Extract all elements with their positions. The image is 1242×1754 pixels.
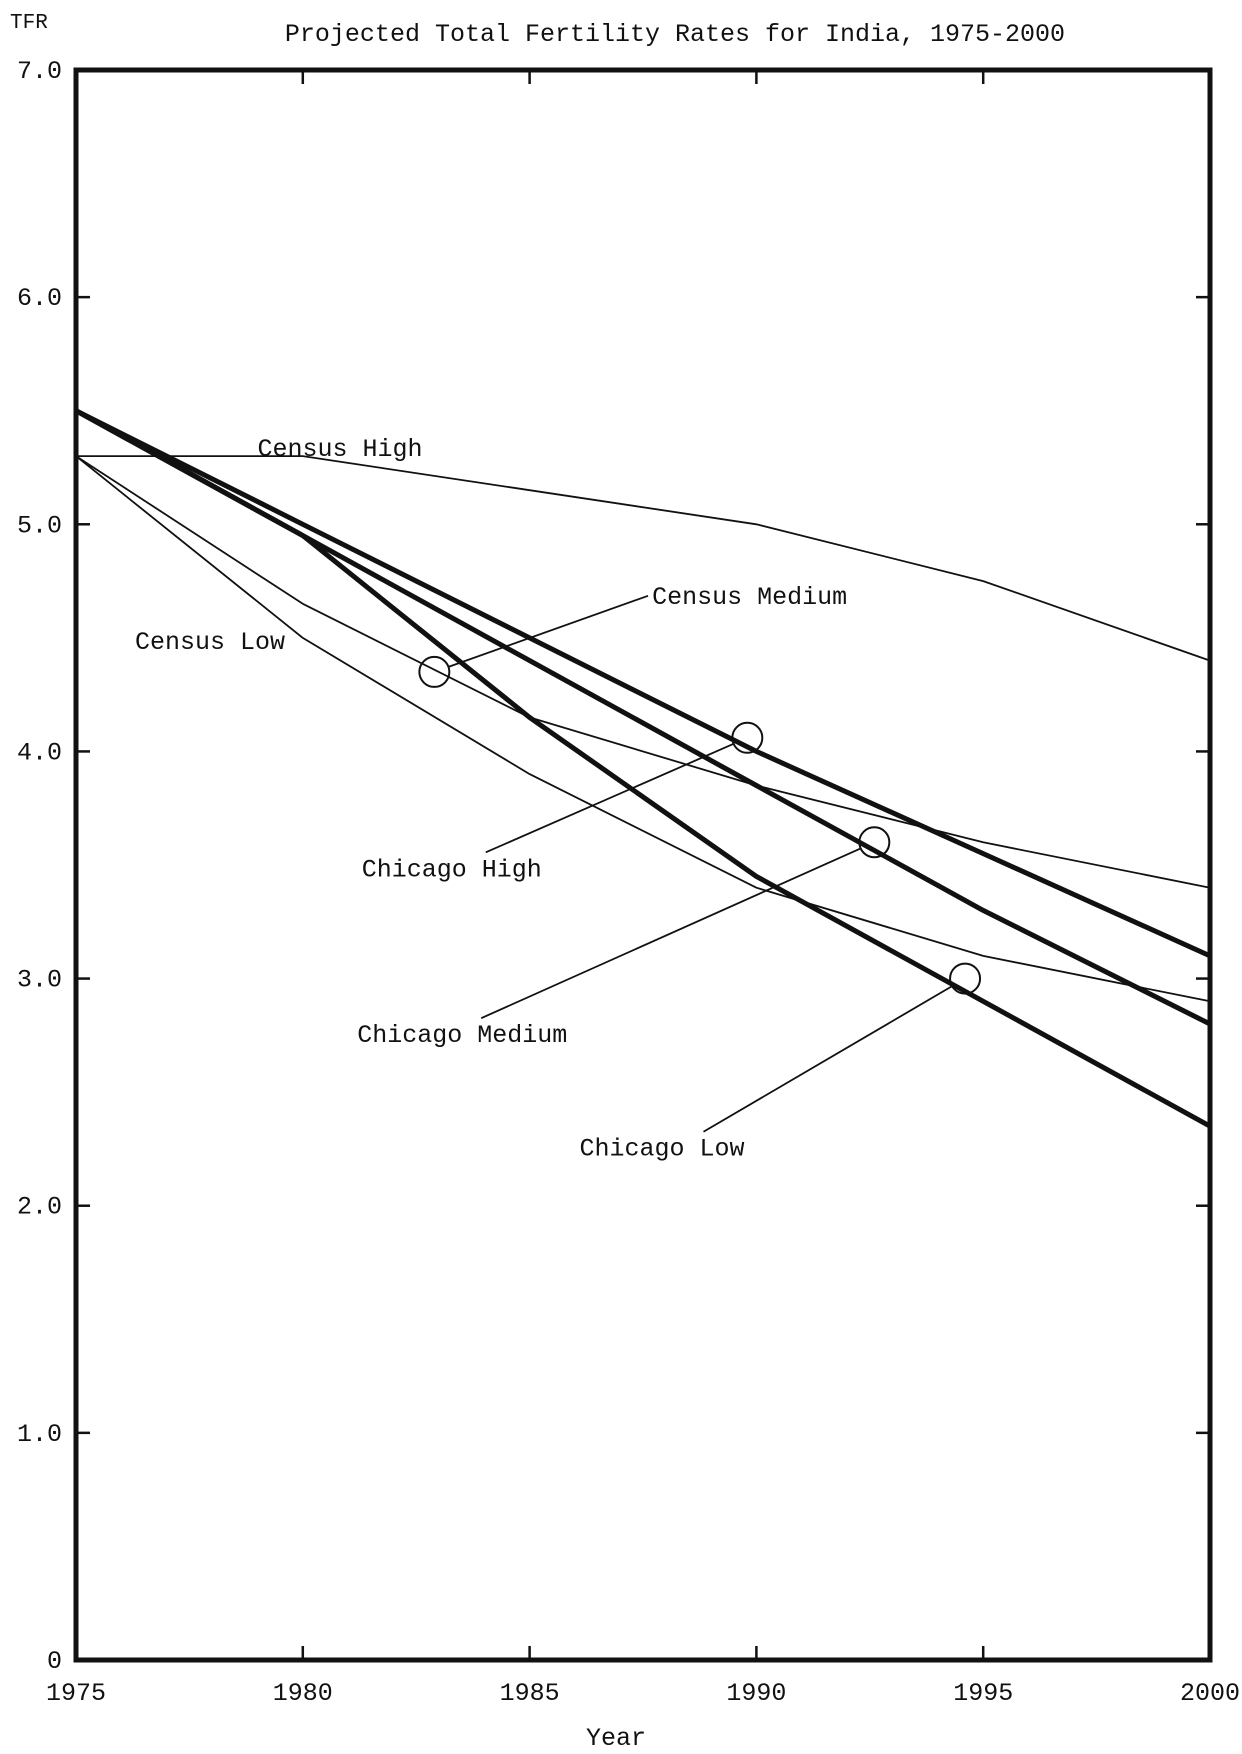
series-line-chicago-high [73,408,1213,959]
chart-title: Projected Total Fertility Rates for Indi… [285,20,1065,49]
series-line-census-high [75,455,1211,662]
series-line-census-low [75,455,1211,1003]
marker-circle-chicago-low [949,962,982,995]
leader-line-chicago-low [703,985,953,1133]
label-chicago-high: Chicago High [362,855,542,884]
y-tick-label-5.0: 5.0 [17,511,62,540]
y-tick-label-6.0: 6.0 [17,284,62,313]
label-census-low: Census Low [135,628,285,657]
x-tick-label-1985: 1985 [500,1679,560,1708]
label-census-medium: Census Medium [652,583,847,612]
tick-labels: 1975 1980 1985 1990 1995 2000 0 1.0 2.0 3.0 4.0 5.0… [17,57,1240,1708]
x-axis-label: Year [586,1724,646,1753]
leader-line-census-medium [448,594,649,668]
label-chicago-low: Chicago Low [579,1135,744,1164]
label-census-high: Census High [257,435,422,464]
marker-circle-census-medium [418,655,451,688]
x-tick-label-1975: 1975 [46,1679,106,1708]
y-tick-label-1.0: 1.0 [17,1420,62,1449]
series-lines [73,408,1213,1129]
series-line-chicago-low [73,408,1213,1129]
leader-line-chicago-medium [480,847,862,1019]
x-tick-label-1980: 1980 [273,1679,333,1708]
marker-circle-chicago-medium [858,826,891,859]
x-tick-label-2000: 2000 [1180,1679,1240,1708]
y-tick-label-3.0: 3.0 [17,966,62,995]
axis-ticks [76,70,1210,1660]
leader-line-chicago-high [485,742,734,854]
y-tick-label-7.0: 7.0 [17,57,62,86]
y-tick-label-4.0: 4.0 [17,738,62,767]
marker-circle-chicago-high [731,721,764,754]
y-tick-label-2.0: 2.0 [17,1193,62,1222]
label-chicago-medium: Chicago Medium [357,1021,567,1050]
series-line-census-medium [75,455,1211,889]
x-tick-label-1990: 1990 [726,1679,786,1708]
plot-frame [73,67,1213,1663]
x-tick-label-1995: 1995 [953,1679,1013,1708]
y-axis-label: TFR [10,12,48,35]
y-tick-label-0: 0 [47,1647,62,1676]
series-annotations: Census High Census Medium Census Low Chicag… [135,435,982,1164]
